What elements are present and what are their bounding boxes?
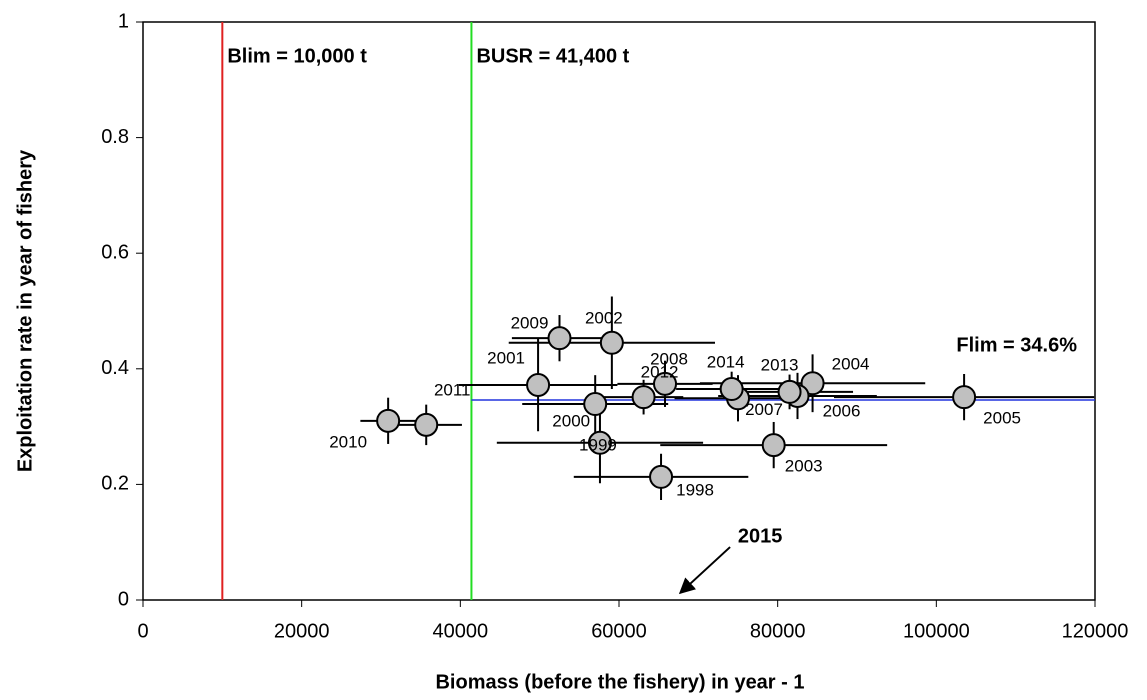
data-point xyxy=(761,433,786,458)
point-label: 2008 xyxy=(650,349,688,368)
reference-label: Flim = 34.6% xyxy=(956,334,1077,356)
y-axis-title: Exploitation rate in year of fishery xyxy=(14,149,36,472)
x-tick-label: 80000 xyxy=(750,620,806,642)
y-tick-label: 0.8 xyxy=(101,126,129,148)
x-tick-label: 100000 xyxy=(903,620,970,642)
data-point xyxy=(587,430,612,455)
data-point xyxy=(547,326,572,351)
y-tick-label: 1 xyxy=(118,10,129,32)
point-label: 2005 xyxy=(983,409,1021,428)
data-point xyxy=(653,371,678,396)
y-tick-label: 0 xyxy=(118,588,129,610)
point-label: 2001 xyxy=(487,348,525,367)
annotation-label: 2015 xyxy=(738,525,783,547)
data-point xyxy=(719,377,744,402)
x-tick-label: 0 xyxy=(137,620,148,642)
data-point xyxy=(526,372,551,397)
x-tick-label: 60000 xyxy=(591,620,647,642)
x-axis-title: Biomass (before the fishery) in year - 1 xyxy=(435,671,804,693)
point-label: 2004 xyxy=(832,355,870,374)
x-tick-label: 40000 xyxy=(433,620,489,642)
data-point xyxy=(777,379,802,404)
point-label: 2000 xyxy=(552,412,590,431)
point-label: 2010 xyxy=(329,432,367,451)
point-label: 2007 xyxy=(745,400,783,419)
point-label: 2012 xyxy=(641,363,679,382)
point-label: 1998 xyxy=(676,480,714,499)
point-label: 2006 xyxy=(823,401,861,420)
y-tick-label: 0.4 xyxy=(101,357,129,379)
data-point xyxy=(649,464,674,489)
point-label: 2009 xyxy=(511,314,549,333)
data-point xyxy=(414,412,439,437)
annotation-arrow xyxy=(678,546,731,595)
data-point xyxy=(952,385,977,410)
data-point xyxy=(631,385,656,410)
reference-label: Blim = 10,000 t xyxy=(227,45,367,67)
point-label: 2002 xyxy=(585,308,623,327)
y-tick-label: 0.6 xyxy=(101,241,129,263)
point-label: 2003 xyxy=(785,457,823,476)
y-tick-label: 0.2 xyxy=(101,473,129,495)
x-tick-label: 20000 xyxy=(274,620,330,642)
data-point xyxy=(376,408,401,433)
data-point xyxy=(599,330,624,355)
point-label: 2011 xyxy=(434,380,471,399)
reference-label: BUSR = 41,400 t xyxy=(476,45,629,67)
point-label: 2014 xyxy=(707,353,745,372)
data-point xyxy=(583,392,608,417)
point-label: 2013 xyxy=(761,355,799,374)
x-tick-label: 120000 xyxy=(1062,620,1129,642)
point-label: 1999 xyxy=(579,435,617,454)
